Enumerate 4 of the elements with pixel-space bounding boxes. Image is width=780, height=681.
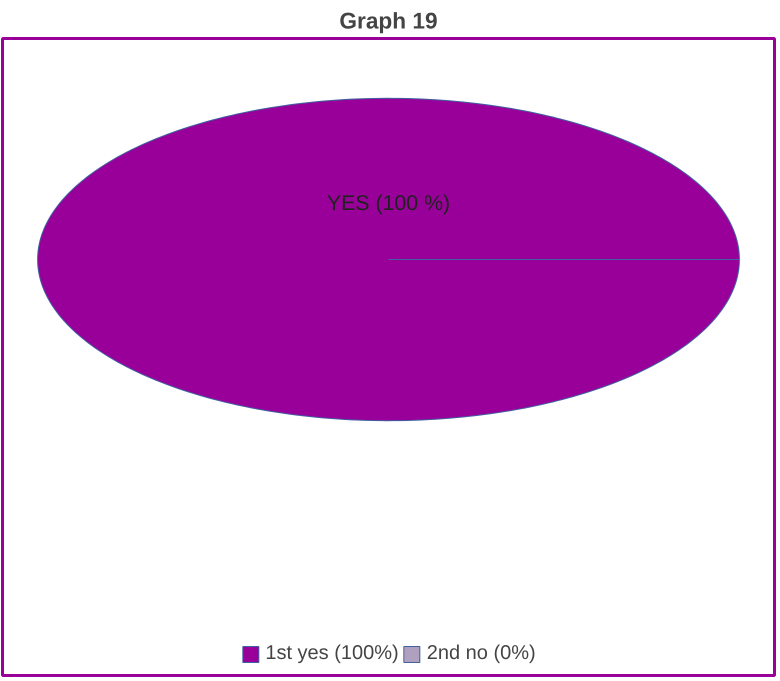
legend-label: 2nd no (0%) <box>426 642 536 665</box>
chart-title: Graph 19 <box>339 8 438 34</box>
data-label: YES (100 %) <box>326 191 450 216</box>
legend-label: 1st yes (100%) <box>265 642 399 665</box>
